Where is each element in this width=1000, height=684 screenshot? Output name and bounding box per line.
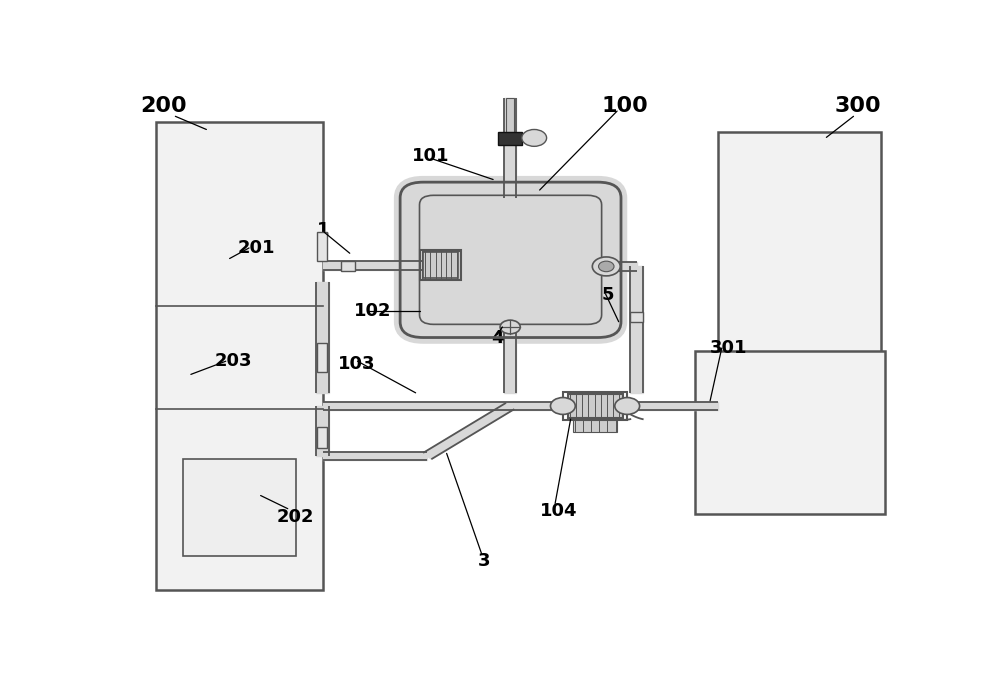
Text: 301: 301 — [710, 339, 748, 357]
Bar — [506, 98, 514, 132]
Bar — [317, 343, 326, 372]
Circle shape — [599, 261, 614, 272]
Bar — [498, 132, 522, 145]
Bar — [317, 427, 326, 448]
Polygon shape — [504, 98, 516, 198]
Bar — [718, 132, 881, 430]
Polygon shape — [630, 267, 643, 393]
Bar — [695, 351, 885, 514]
Polygon shape — [323, 452, 427, 460]
Text: 203: 203 — [214, 352, 252, 370]
Polygon shape — [423, 403, 514, 459]
Bar — [630, 312, 643, 321]
Text: 200: 200 — [140, 96, 187, 116]
Text: 100: 100 — [602, 96, 648, 116]
Circle shape — [550, 397, 575, 415]
Text: 1: 1 — [317, 220, 330, 239]
Text: 5: 5 — [602, 287, 614, 304]
Bar — [156, 122, 323, 590]
Text: 300: 300 — [834, 96, 881, 116]
Text: 201: 201 — [237, 239, 275, 257]
Bar — [563, 392, 627, 420]
Bar — [183, 459, 296, 556]
Bar — [341, 261, 355, 271]
Text: 4: 4 — [491, 328, 503, 347]
Polygon shape — [323, 261, 423, 269]
Text: 102: 102 — [354, 302, 391, 320]
Polygon shape — [316, 282, 329, 393]
Bar — [420, 250, 461, 280]
Polygon shape — [323, 402, 718, 410]
Text: 3: 3 — [478, 553, 490, 570]
Polygon shape — [504, 321, 516, 393]
Bar — [317, 232, 326, 261]
Bar — [573, 419, 617, 432]
Bar — [422, 250, 460, 279]
FancyBboxPatch shape — [400, 182, 621, 337]
Text: 104: 104 — [540, 502, 577, 521]
Circle shape — [615, 397, 640, 415]
Bar — [568, 394, 623, 418]
Circle shape — [592, 257, 620, 276]
Bar — [423, 252, 458, 278]
Text: 101: 101 — [412, 147, 449, 165]
Polygon shape — [316, 406, 329, 456]
Circle shape — [500, 320, 520, 334]
Text: 103: 103 — [338, 355, 376, 373]
Circle shape — [522, 129, 547, 146]
Polygon shape — [598, 262, 637, 271]
Text: 202: 202 — [276, 508, 314, 525]
